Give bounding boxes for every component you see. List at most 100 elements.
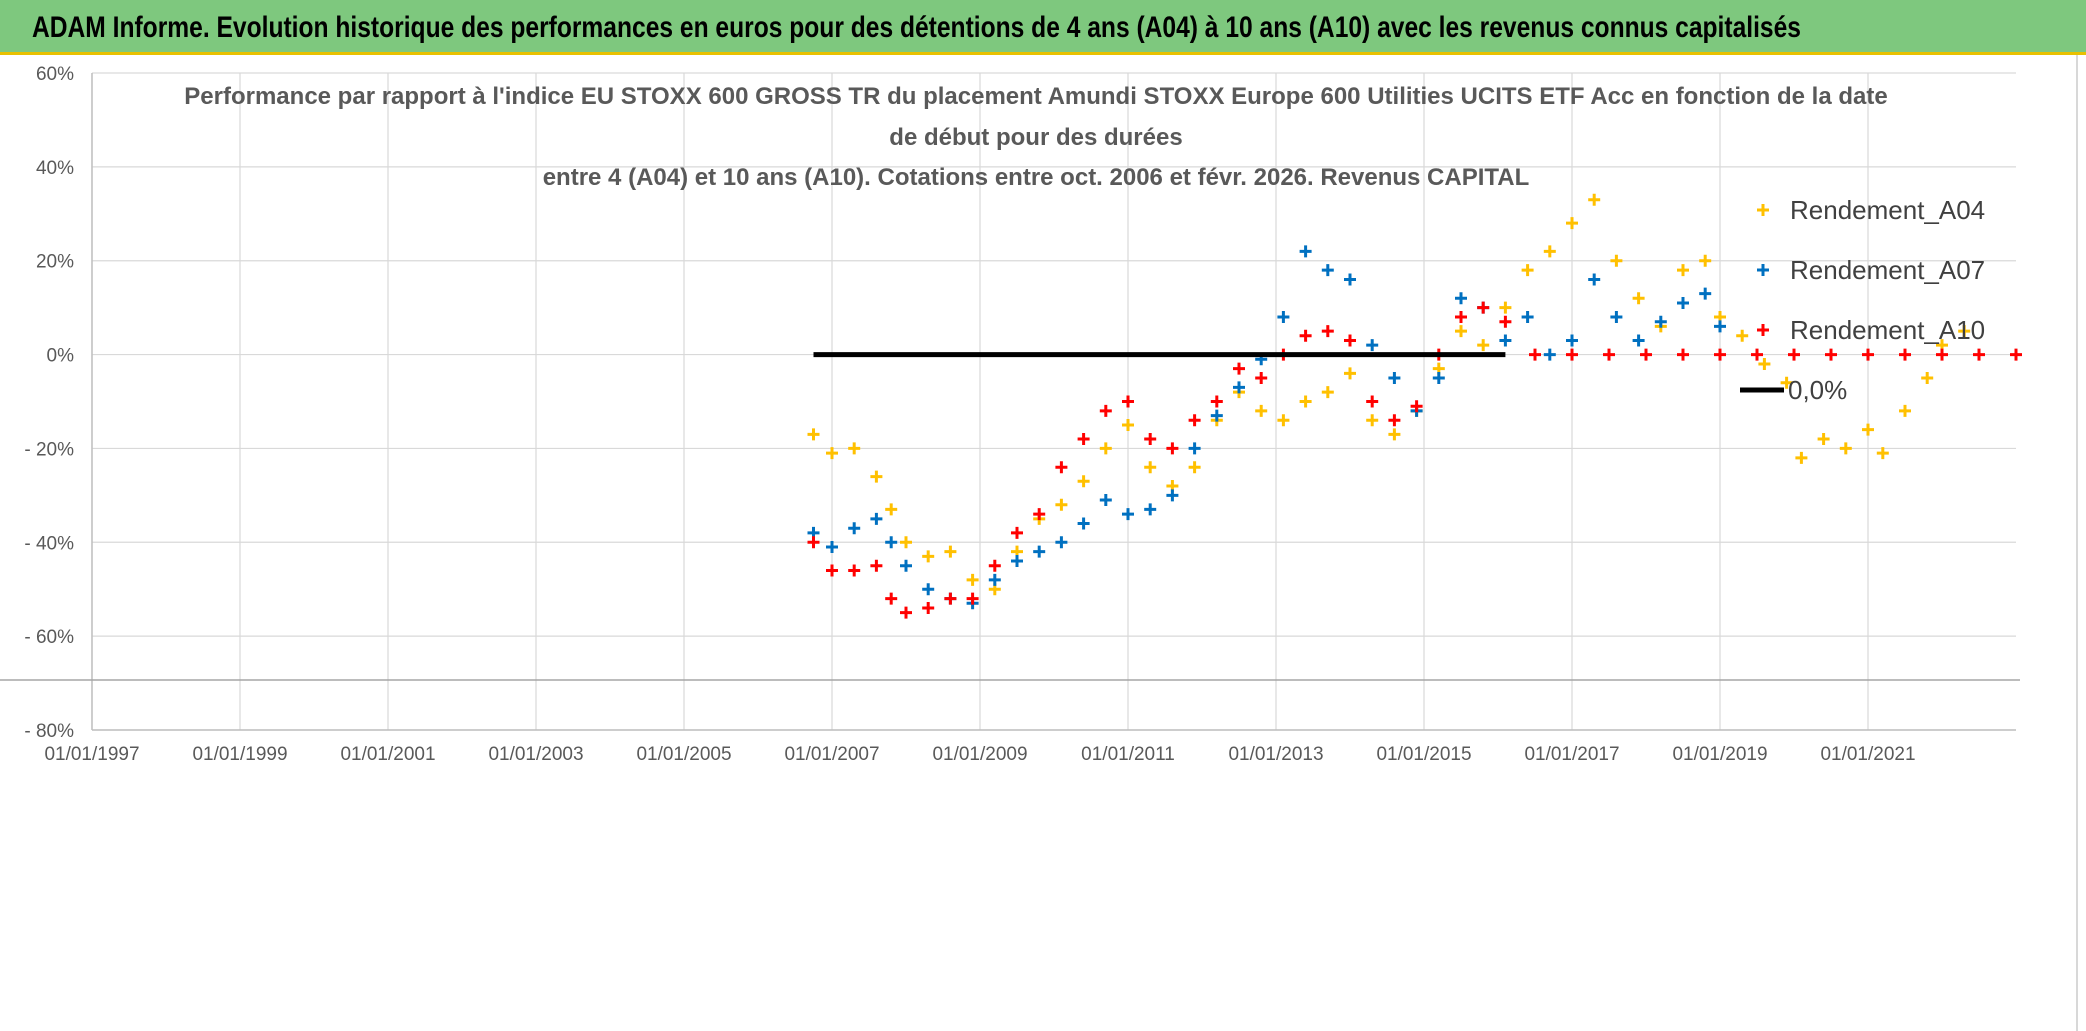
data-point: Rendement_A04: 2012.8, -12% [1255, 404, 1268, 417]
data-point: Rendement_A04: 2021.5, -12% [1899, 404, 1911, 417]
data-point: Rendement_A04: 2017.9, 12% [1632, 292, 1645, 305]
data-point: Rendement_A10: 2016.5, 0% [1529, 348, 1541, 361]
data-point: Rendement_A10: 2012.5, -3% [1233, 362, 1245, 375]
data-point: Rendement_A07: 2013.1, 8% [1277, 311, 1290, 324]
legend-swatch [1757, 204, 1769, 216]
data-point: Rendement_A07: 2011.9, -20% [1188, 442, 1201, 455]
data-point: Rendement_A10: 2018.5, 0% [1677, 348, 1689, 361]
x-tick-label: 01/01/2015 [1376, 744, 1471, 765]
data-point: Rendement_A04: 2019.3, 4% [1736, 329, 1749, 342]
data-point: Rendement_A07: 2015.5, 12% [1455, 292, 1467, 305]
data-point: Rendement_A10: 2009.8, -34% [1033, 508, 1046, 521]
y-tick-label: 40% [36, 158, 74, 179]
data-point: Rendement_A10: 2011.3, -18% [1144, 433, 1157, 446]
data-point: Rendement_A10: 2020, 0% [1788, 348, 1800, 361]
data-point: Rendement_A04: 2010.7, -20% [1099, 442, 1112, 455]
y-axis-ticks: 60% 40% 20% 0% - 20% - 40% - 60% - 80% [24, 64, 74, 742]
chart-legend: Rendement_A04 Rendement_A07 Rendement_A10 0… [1740, 195, 1985, 405]
data-point: Rendement_A10: 2008.6, -52% [944, 592, 957, 605]
data-point: Rendement_A07: 2017.6, 8% [1610, 311, 1623, 324]
data-point: Rendement_A04: 2016.1, 10% [1499, 301, 1512, 314]
data-point: Rendement_A10: 2011.6, -20% [1166, 442, 1179, 455]
series-Rendement_A07: Rendement_A07: 2006.75, -38%Rendement_A0… [807, 245, 1726, 610]
data-point: Rendement_A10: 2010.1, -24% [1055, 461, 1068, 474]
data-point: Rendement_A04: 2008.6, -42% [944, 545, 957, 558]
data-point: Rendement_A10: 2010.4, -18% [1077, 433, 1090, 446]
chart-series: Rendement_A04: 2006.75, -17%Rendement_A0… [807, 193, 2022, 619]
data-point: Rendement_A04: 2014, -4% [1344, 367, 1356, 380]
data-point: Rendement_A07: 2011, -34% [1122, 508, 1134, 521]
data-point: Rendement_A04: 2006.75, -17% [807, 428, 820, 441]
series-Rendement_A04: Rendement_A04: 2006.75, -17% Rendement_A0… [807, 193, 1971, 596]
data-point: Rendement_A10: 2014.9, -11% [1410, 400, 1423, 413]
data-point: Rendement_A07: 2017.3, 16% [1588, 273, 1601, 286]
data-point: Rendement_A04: 2008.3, -43% [922, 550, 935, 563]
data-point: Rendement_A10: 2016.1, 7% [1499, 315, 1512, 328]
data-point: Rendement_A04: 2015.8, 2% [1477, 339, 1490, 352]
data-point: Rendement_A07: 2012.5, -7% [1233, 381, 1245, 394]
y-tick-label: 60% [36, 64, 74, 85]
y-tick-label: - 80% [24, 721, 74, 742]
data-point: Rendement_A07: 2009.8, -42% [1033, 545, 1046, 558]
data-point: Rendement_A10: 2022.5, 0% [1973, 348, 1985, 361]
data-point: Rendement_A10: 2014, 3% [1344, 334, 1356, 347]
legend-label: Rendement_A10 [1790, 315, 1985, 345]
data-point: Rendement_A07: 2018.5, 11% [1677, 296, 1689, 309]
data-point: Rendement_A10: 2011, -10% [1122, 395, 1134, 408]
data-point: Rendement_A07: 2016.1, 3% [1499, 334, 1512, 347]
data-point: Rendement_A07: 2017.9, 3% [1632, 334, 1645, 347]
data-point: Rendement_A04: 2010.4, -27% [1077, 475, 1090, 488]
data-point: Rendement_A04: 2015.5, 5% [1455, 325, 1467, 338]
data-point: Rendement_A10: 2018, 0% [1640, 348, 1652, 361]
data-point: Rendement_A07: 2014.3, 2% [1366, 339, 1379, 352]
data-point: Rendement_A04: 2007, -21% [826, 447, 838, 460]
data-point: Rendement_A04: 2017.3, 33% [1588, 193, 1601, 206]
chart-title-line: entre 4 (A04) et 10 ans (A10). Cotations… [543, 164, 1530, 191]
data-point: Rendement_A10: 2013.7, 5% [1321, 325, 1334, 338]
chart-title-line: Performance par rapport à l'indice EU ST… [184, 83, 1887, 110]
data-point: Rendement_A07: 2007, -41% [826, 540, 838, 553]
data-point: Rendement_A07: 2018.2, 7% [1654, 315, 1667, 328]
data-point: Rendement_A10: 2022, 0% [1936, 348, 1948, 361]
data-point: Rendement_A04: 2017.6, 20% [1610, 254, 1623, 267]
data-point: Rendement_A04: 2013.4, -10% [1299, 395, 1312, 408]
banner-title: ADAM Informe. Evolution historique des p… [32, 11, 1801, 44]
data-point: Rendement_A04: 2020.1, -22% [1795, 451, 1808, 464]
data-point: Rendement_A07: 2007.3, -37% [848, 522, 861, 535]
data-point: Rendement_A04: 2017, 28% [1566, 217, 1578, 230]
data-point: Rendement_A04: 2020.7, -20% [1839, 442, 1852, 455]
data-point: Rendement_A10: 2006.75, -40% [807, 536, 820, 549]
data-point: Rendement_A07: 2017, 3% [1566, 334, 1578, 347]
banner: ADAM Informe. Evolution historique des p… [0, 0, 2086, 55]
data-point: Rendement_A04: 2020.4, -18% [1817, 433, 1830, 446]
x-tick-label: 01/01/1999 [192, 744, 287, 765]
data-point: Rendement_A04: 2013.7, -8% [1321, 386, 1334, 399]
data-point: Rendement_A10: 2021, 0% [1862, 348, 1874, 361]
x-tick-label: 01/01/2017 [1524, 744, 1619, 765]
x-tick-label: 01/01/2011 [1081, 744, 1175, 765]
x-axis-ticks: 01/01/1997 01/01/1999 01/01/2001 01/01/2003… [44, 744, 1915, 765]
chart-title-line: de début pour des durées [889, 124, 1182, 151]
data-point: Rendement_A07: 2013.4, 22% [1299, 245, 1312, 258]
data-point: Rendement_A04: 2010.1, -32% [1055, 498, 1068, 511]
data-point: Rendement_A07: 2010.4, -36% [1077, 517, 1090, 530]
series-Rendement_A10: Rendement_A10: 2006.75, -40% Rendement_A1… [807, 301, 2022, 619]
data-point: Rendement_A10: 2007.3, -46% [848, 564, 861, 577]
x-tick-label: 01/01/1997 [44, 744, 139, 765]
data-point: Rendement_A07: 2009.2, -48% [988, 573, 1001, 586]
data-point: Rendement_A04: 2011.3, -24% [1144, 461, 1157, 474]
data-point: Rendement_A10: 2014.6, -14% [1388, 414, 1401, 427]
data-point: Rendement_A04: 2014.3, -14% [1366, 414, 1379, 427]
data-point: Rendement_A04: 2021.2, -21% [1876, 447, 1889, 460]
frame-border [2076, 55, 2078, 1031]
data-point: Rendement_A07: 2018.8, 13% [1699, 287, 1712, 300]
data-point: Rendement_A07: 2016.4, 8% [1521, 311, 1534, 324]
data-point: Rendement_A10: 2010.7, -12% [1099, 404, 1112, 417]
x-tick-label: 01/01/2001 [340, 744, 435, 765]
data-point: Rendement_A07: 2011.6, -30% [1166, 489, 1179, 502]
y-tick-label: - 60% [24, 627, 74, 648]
data-point: Rendement_A10: 2012.8, -5% [1255, 372, 1268, 385]
legend-swatch [1757, 264, 1769, 276]
y-tick-label: 20% [36, 252, 74, 273]
